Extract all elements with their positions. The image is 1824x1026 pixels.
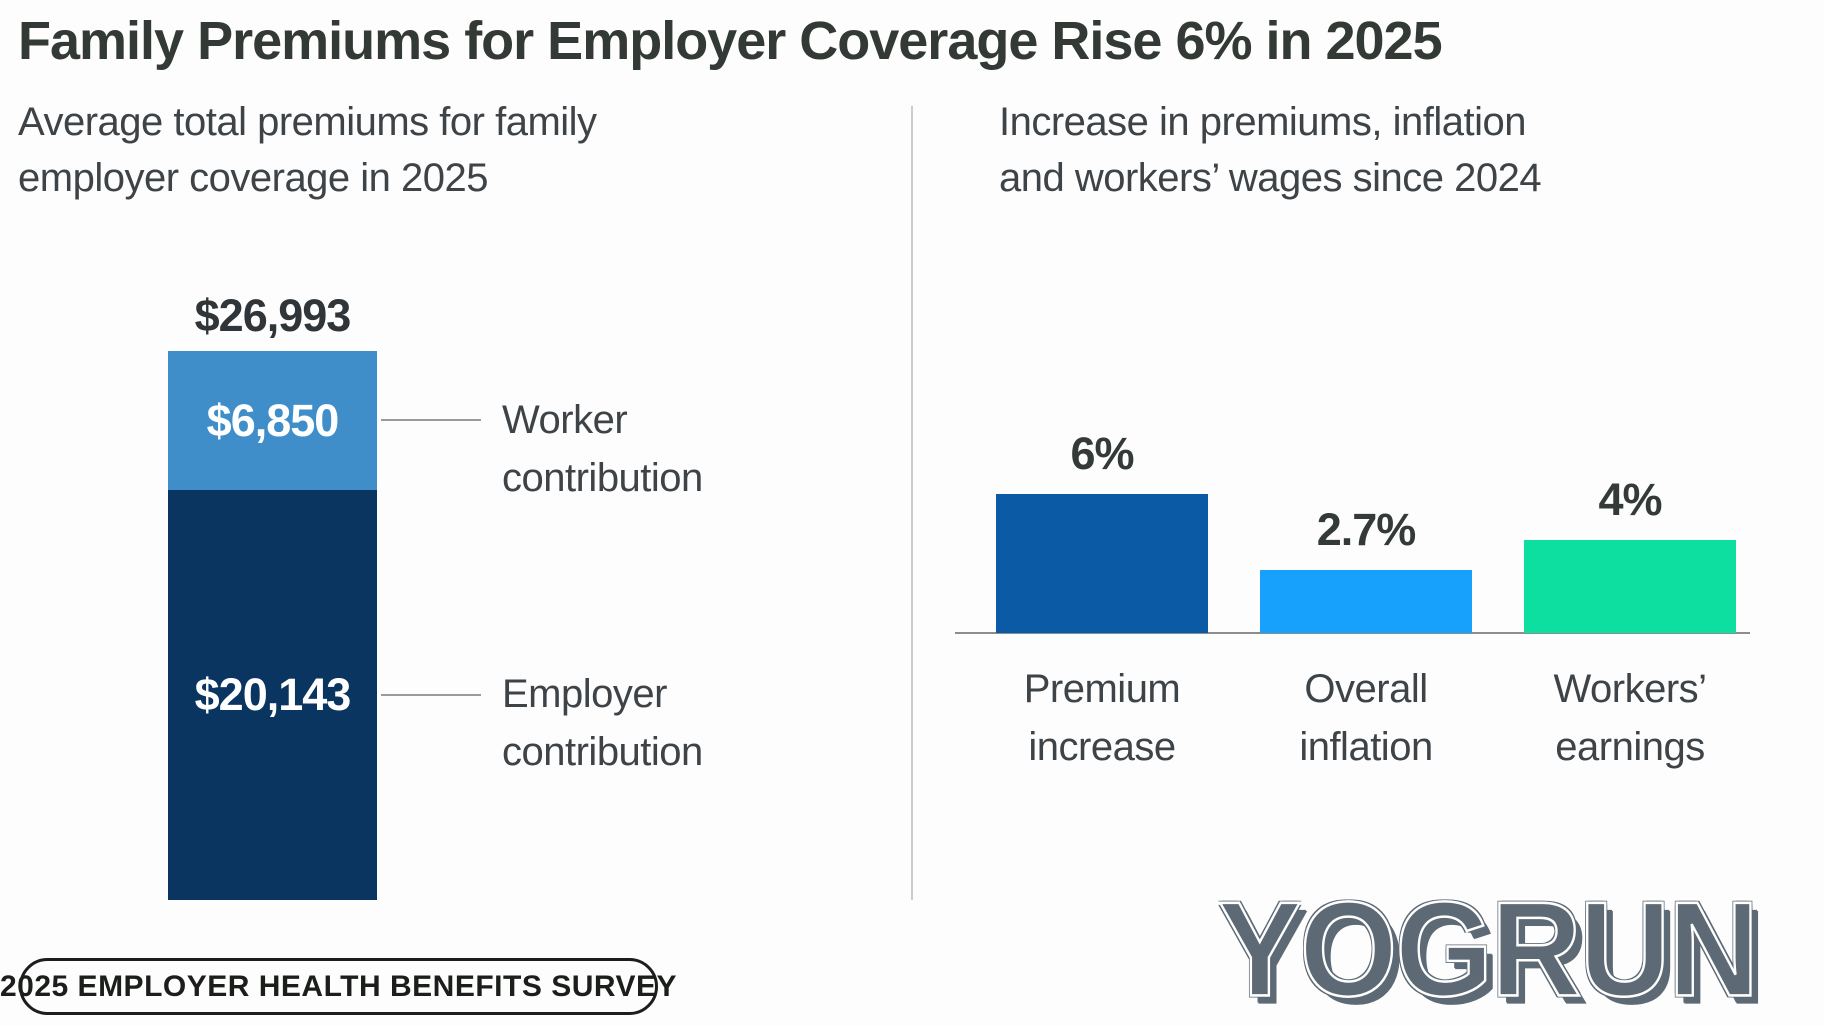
survey-badge: 2025 EMPLOYER HEALTH BENEFITS SURVEY — [0, 958, 677, 1015]
stacked-bar-total-label: $26,993 — [194, 290, 352, 341]
employer-connector-line — [381, 694, 481, 696]
bar-value-label-premium-increase: 6% — [1070, 428, 1134, 479]
panel-divider — [911, 106, 913, 900]
stacked-bar: $6,850 $20,143 — [168, 351, 377, 900]
bar-overall-inflation — [1260, 570, 1472, 633]
bar-premium-increase — [996, 494, 1208, 633]
bar-value-label-workers-earnings: 4% — [1598, 474, 1662, 526]
left-chart-subtitle-line1: Average total premiums for family — [18, 100, 597, 144]
left-chart-subtitle: Average total premiums for family employ… — [18, 94, 778, 206]
bar-category-label-workers-earnings: Workers’ earnings — [1553, 667, 1707, 769]
bar-category-label-overall-inflation: Overall inflation — [1299, 667, 1433, 769]
stacked-segment-employer: $20,143 — [168, 490, 377, 900]
page-title: Family Premiums for Employer Coverage Ri… — [18, 11, 1443, 71]
brand-logo: YOGRUN — [1217, 873, 1760, 1025]
worker-connector-line — [381, 419, 481, 421]
employer-contribution-label: Employer contribution — [502, 672, 703, 774]
worker-value-label: $6,850 — [206, 394, 340, 446]
stacked-segment-worker: $6,850 — [168, 351, 377, 491]
right-chart-subtitle-line1: Increase in premiums, inflation — [999, 100, 1526, 144]
worker-contribution-label: Worker contribution — [502, 398, 703, 500]
left-chart-subtitle-line2: employer coverage in 2025 — [18, 156, 489, 200]
x-axis-baseline — [955, 632, 1750, 634]
bar-value-label-overall-inflation: 2.7% — [1316, 504, 1417, 556]
right-chart-subtitle: Increase in premiums, inflation and work… — [999, 94, 1739, 206]
bar-category-label-premium-increase: Premium increase — [1023, 667, 1181, 769]
right-chart-subtitle-line2: and workers’ wages since 2024 — [999, 156, 1542, 200]
employer-value-label: $20,143 — [194, 669, 352, 721]
bar-workers-earnings — [1524, 540, 1736, 633]
